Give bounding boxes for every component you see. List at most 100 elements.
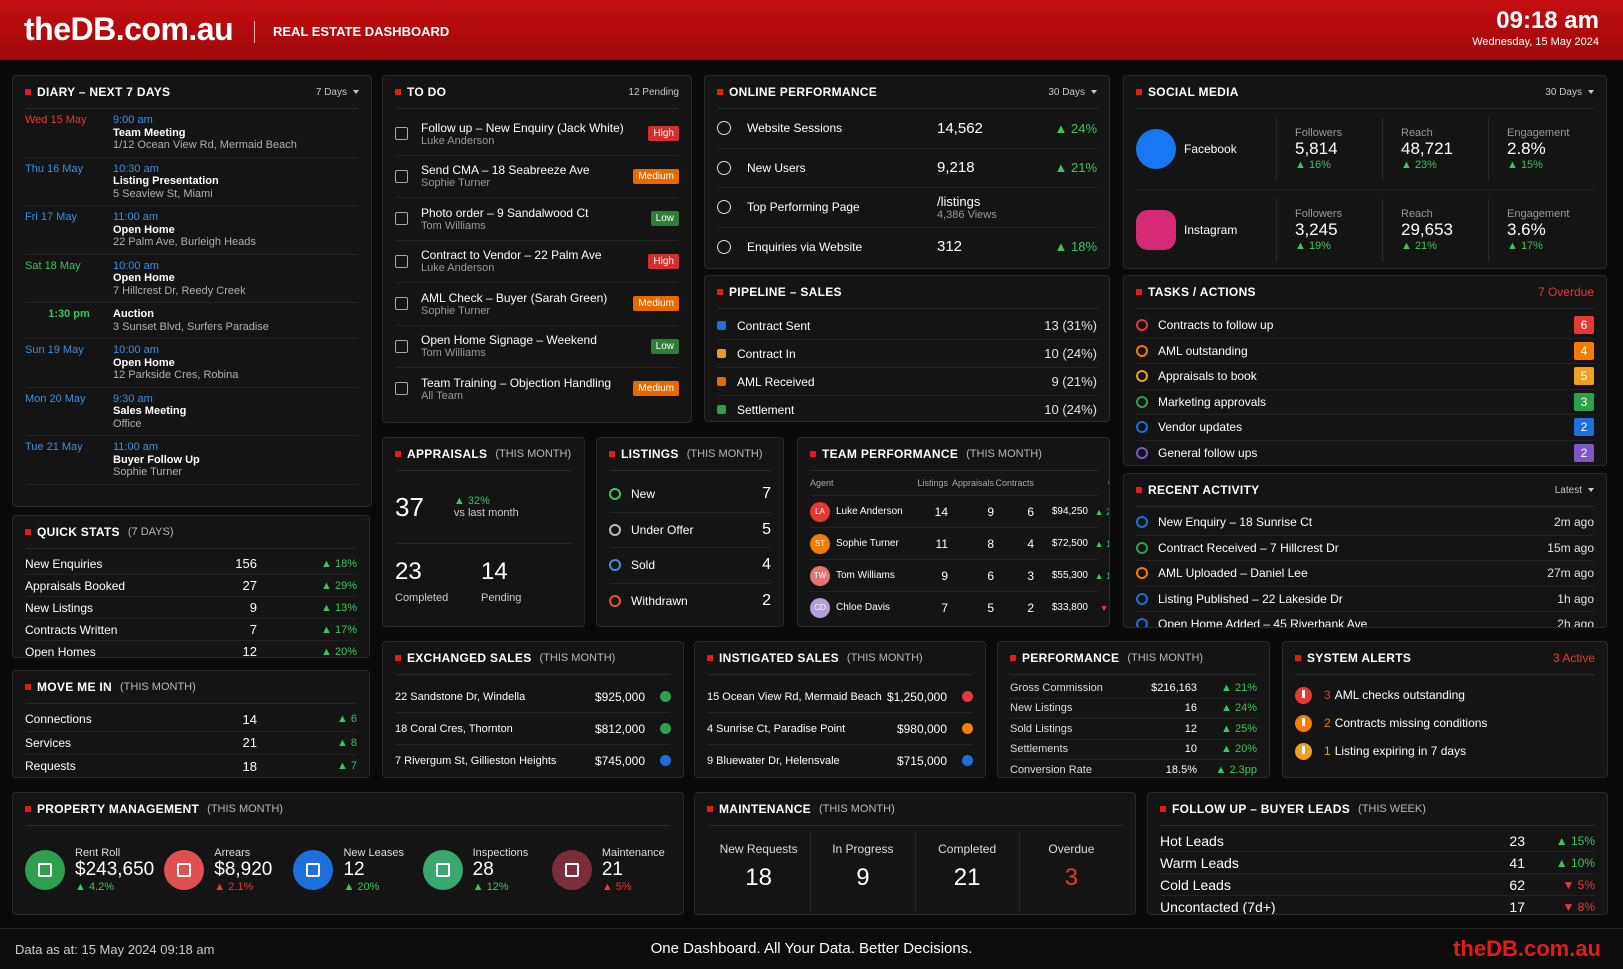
row-icon [717, 121, 731, 136]
diary-detail: 10:30 am Listing Presentation 5 Seaview St… [113, 163, 219, 201]
footer-logo: theDB.com.au [1453, 936, 1601, 961]
diary-day: Fri 17 May [25, 211, 77, 223]
panel-header: RECENT ACTIVITY Latest [1136, 474, 1594, 507]
count-badge: 5 [1574, 367, 1594, 386]
online-list: Website Sessions 14,562 ▲ 24% New Users 9,21… [717, 109, 1097, 266]
change: ▲ 24% [1054, 120, 1098, 136]
alert-row: 1 Listing expiring in 7 days [1295, 737, 1595, 765]
diary-place: 3 Sunset Blvd, Surfers Paradise [113, 320, 269, 333]
checkbox[interactable] [395, 212, 408, 226]
diary-entry: Sun 19 May 10:00 am Open Home 12 Parkside C… [25, 339, 359, 388]
panel-header: MOVE ME IN (THIS MONTH) [25, 671, 357, 704]
todo-text: Photo order – 9 Sandalwood Ct Tom William… [421, 206, 651, 232]
exchanged-row: 18 Coral Cres, Thornton $812,000 [395, 713, 671, 745]
column-header: Agent [810, 478, 834, 488]
todo-list: Follow up – New Enquiry (Jack White) Luke… [395, 109, 679, 410]
address: 22 Sandstone Dr, Windella [395, 690, 526, 703]
panel-qualifier: (THIS MONTH) [686, 448, 763, 460]
panel-qualifier: (THIS MONTH) [120, 681, 196, 693]
stat-change: ▲ 16% [1295, 159, 1331, 171]
recent-row: AML Uploaded – Daniel Lee 27m ago [1136, 561, 1594, 587]
diary-time: 10:30 am [113, 162, 159, 175]
stat-label: Completed [395, 592, 449, 604]
checkbox[interactable] [395, 382, 408, 396]
instigated-row: 15 Ocean View Rd, Mermaid Beach $1,250,00… [707, 681, 973, 713]
alert-icon [1295, 742, 1312, 760]
recent-panel: RECENT ACTIVITY Latest New Enquiry – 18 Su… [1123, 473, 1607, 628]
panel-title: FOLLOW UP – BUYER LEADS [1160, 802, 1350, 816]
alerts-panel: SYSTEM ALERTS 3 Active 3 AML checks outstan… [1282, 641, 1608, 778]
checkbox[interactable] [395, 169, 408, 183]
icon-glyph [306, 863, 321, 877]
alert-row: 3 AML checks outstanding [1295, 681, 1595, 709]
todo-text: Contract to Vendor – 22 Palm Ave Luke And… [421, 248, 648, 274]
todo-row: Open Home Signage – Weekend Tom Williams L… [395, 326, 679, 368]
panel-title: QUICK STATS [25, 525, 120, 539]
alert-mark [1302, 717, 1305, 726]
panel-filter[interactable]: 30 Days [1545, 87, 1594, 98]
change: ▲ 10% [1555, 855, 1595, 870]
label: Hot Leads [1160, 832, 1224, 849]
panel-title: MOVE ME IN [25, 680, 112, 694]
label: Top Performing Page [747, 200, 860, 215]
change: ▲ 18% [1054, 239, 1098, 255]
team-row: TW Tom Williams 9 6 3 $55,300 ▲ 12% [810, 560, 1109, 592]
checkbox[interactable] [395, 297, 408, 311]
clock: 09:18 am [1496, 7, 1599, 34]
change: ▲ 12% [1094, 570, 1109, 581]
panel-filter[interactable]: 30 Days [1048, 87, 1097, 98]
value: 9 [249, 600, 257, 615]
status-ring [1136, 567, 1148, 580]
label: Contract Received – 7 Hillcrest Dr [1158, 540, 1339, 555]
diary-day: Wed 15 May [25, 114, 87, 126]
status-ring [1136, 618, 1148, 627]
pipeline-row: Settlement 10 (24%) [717, 396, 1097, 421]
status-ring [1136, 370, 1148, 383]
panel-status: 7 Overdue [1537, 285, 1594, 299]
checkbox[interactable] [395, 254, 408, 268]
value: $8,920 [214, 859, 273, 880]
change: ▲ 20% [1221, 743, 1257, 756]
panel-filter[interactable]: 7 Days [316, 87, 359, 98]
label: Settlements [1010, 743, 1069, 756]
follow-up-row: Hot Leads 23 ▲ 15% [1160, 830, 1595, 852]
alert-row: 2 Contracts missing conditions [1295, 709, 1595, 737]
recent-row: Contract Received – 7 Hillcrest Dr 15m ag… [1136, 536, 1594, 561]
diary-event: Open Home [113, 223, 175, 236]
value-cell: 312 [937, 238, 1047, 255]
appraisal-main: 37 ▲ 32% vs last month [395, 471, 572, 544]
property-text: Rent Roll $243,650 ▲ 4.2% [75, 847, 154, 893]
team-row: CD Chloe Davis 7 5 2 $33,800 ▼ 4% [810, 592, 1109, 623]
checkbox[interactable] [395, 339, 408, 353]
panel-header: DIARY – NEXT 7 DAYS 7 Days [25, 76, 359, 109]
panel-qualifier: (7 DAYS) [127, 526, 174, 538]
gci: $55,300 [1051, 570, 1088, 581]
avatar: LA [810, 501, 830, 522]
column-header: GCI [1034, 478, 1109, 488]
avatar: ST [810, 533, 830, 554]
stat-change: ▲ 21% [1401, 240, 1437, 252]
diary-day: Sat 18 May [25, 259, 81, 272]
panel-qualifier: (THIS WEEK) [1358, 803, 1426, 815]
column-header: Contracts [995, 478, 1034, 488]
change: ▲ 12% [472, 881, 509, 893]
status-ring [1136, 344, 1148, 357]
label: Completed [938, 842, 997, 856]
panel-header: PIPELINE – SALES [717, 276, 1097, 309]
status-ring [1136, 446, 1148, 459]
performance-list: Gross Commission $216,163 ▲ 21% New Listing… [1010, 675, 1257, 777]
network-stat: Engagement 2.8% ▲ 15% [1488, 118, 1594, 180]
listings-row: Sold 4 [609, 548, 771, 584]
online-row: Top Performing Page/listings 4,386 Views [717, 188, 1097, 228]
value: 7 [762, 485, 771, 503]
exchanged-row: 22 Sandstone Dr, Windella $925,000 [395, 681, 671, 713]
panel-header: TASKS / ACTIONS 7 Overdue [1136, 276, 1594, 309]
change: ▲ 28% [1094, 506, 1109, 517]
checkbox[interactable] [395, 127, 408, 141]
diary-detail: 11:00 am Buyer Follow Up Sophie Turner [113, 441, 200, 479]
move-me-in-row: Services 21 ▲ 8 [25, 732, 357, 755]
avatar: CD [810, 597, 830, 618]
panel-count: 12 Pending [628, 86, 679, 98]
todo-panel: TO DO 12 Pending Follow up – New Enquiry (… [382, 75, 692, 423]
panel-filter[interactable]: Latest [1555, 485, 1594, 496]
